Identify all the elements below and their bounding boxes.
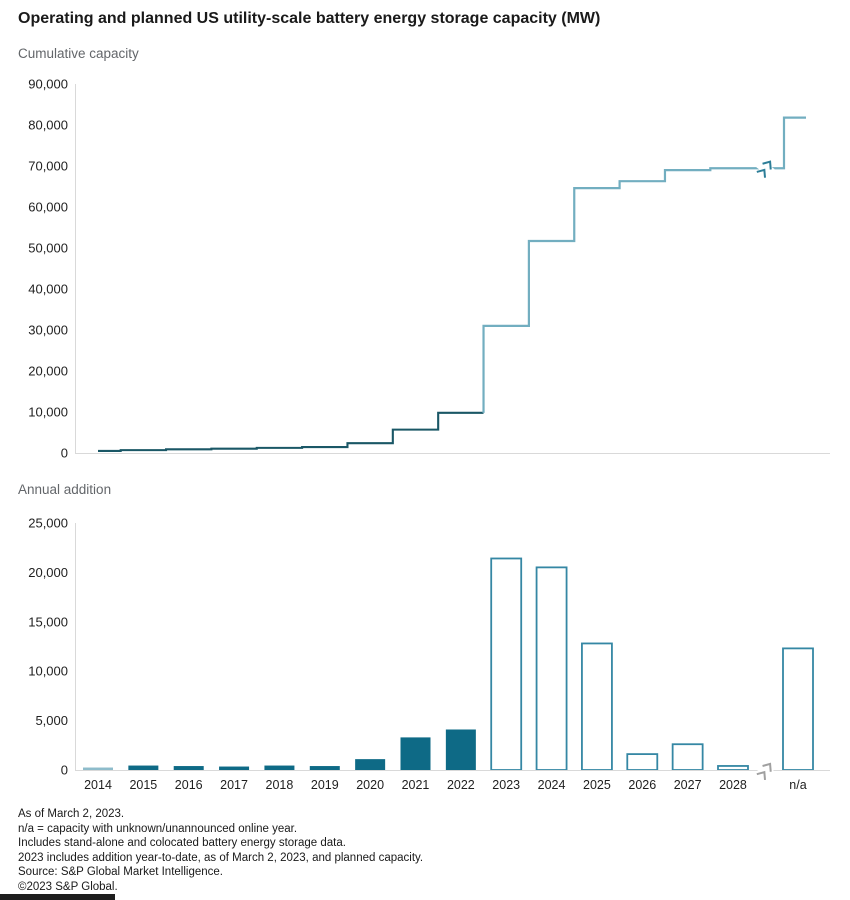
y-tick-label: 60,000 <box>28 200 68 215</box>
x-tick-label: 2028 <box>719 778 747 792</box>
footnotes: As of March 2, 2023. n/a = capacity with… <box>18 807 423 895</box>
x-tick-label: 2016 <box>175 778 203 792</box>
y-tick-label: 0 <box>61 446 68 461</box>
footnote-line: Includes stand-alone and colocated batte… <box>18 837 346 850</box>
cumulative-y-axis-labels: 0 10,000 20,000 30,000 40,000 50,000 60,000 70,… <box>28 77 68 461</box>
y-tick-label: 5,000 <box>35 713 68 728</box>
footnote-line: ©2023 S&P Global. <box>18 880 118 893</box>
footnote-line: n/a = capacity with unknown/unannounced … <box>18 822 298 835</box>
bar-2014 <box>83 767 113 770</box>
bar-2019 <box>309 766 340 770</box>
x-tick-label: 2025 <box>583 778 611 792</box>
bar-2020 <box>355 759 386 770</box>
x-tick-label: 2018 <box>266 778 294 792</box>
y-tick-label: 90,000 <box>28 77 68 92</box>
x-tick-label: 2019 <box>311 778 339 792</box>
y-tick-label: 20,000 <box>28 565 68 580</box>
x-tick-label: 2026 <box>628 778 656 792</box>
cumulative-axis-break-icon <box>756 159 775 178</box>
bar-2015 <box>128 765 159 770</box>
x-tick-label: 2022 <box>447 778 475 792</box>
bar-2018 <box>264 765 295 770</box>
y-tick-label: 20,000 <box>28 364 68 379</box>
x-tick-label: 2020 <box>356 778 384 792</box>
x-tick-label: 2017 <box>220 778 248 792</box>
annual-bars <box>83 557 814 771</box>
bar-2027 <box>671 743 704 771</box>
x-tick-label: 2015 <box>129 778 157 792</box>
bar-2025 <box>581 642 613 771</box>
cumulative-chart-subtitle: Cumulative capacity <box>18 46 139 61</box>
y-tick-label: 25,000 <box>28 516 68 531</box>
bar-2028 <box>717 765 749 771</box>
bar-2017 <box>219 766 250 770</box>
bar-2021 <box>400 737 431 770</box>
y-tick-label: 70,000 <box>28 159 68 174</box>
annual-x-axis-labels: 2014 2015 2016 2017 2018 2019 2020 2021 2022 2023… <box>84 778 807 792</box>
x-tick-label: 2027 <box>674 778 702 792</box>
bar-2023 <box>490 557 523 771</box>
x-tick-label: 2024 <box>538 778 566 792</box>
x-tick-label: 2014 <box>84 778 112 792</box>
x-tick-label: 2023 <box>492 778 520 792</box>
figure-title: Operating and planned US utility-scale b… <box>18 10 601 27</box>
y-tick-label: 15,000 <box>28 614 68 629</box>
y-tick-label: 10,000 <box>28 664 68 679</box>
y-tick-label: 0 <box>61 763 68 778</box>
cumulative-line-operating <box>98 411 484 452</box>
y-tick-label: 80,000 <box>28 118 68 133</box>
x-tick-label: 2021 <box>402 778 430 792</box>
footer-brand-bar <box>0 894 115 900</box>
y-tick-label: 10,000 <box>28 405 68 420</box>
x-tick-label: n/a <box>789 778 806 792</box>
annual-y-axis-labels: 0 5,000 10,000 15,000 20,000 25,000 <box>28 516 68 778</box>
annual-chart-subtitle: Annual addition <box>18 482 112 497</box>
footnote-line: As of March 2, 2023. <box>18 808 125 820</box>
footnote-line: Source: S&P Global Market Intelligence. <box>18 866 223 879</box>
bar-2016 <box>173 766 204 770</box>
annual-axis-break-icon <box>756 762 775 781</box>
cumulative-line-planned <box>482 116 806 413</box>
bar-2024 <box>535 566 568 771</box>
y-tick-label: 30,000 <box>28 323 68 338</box>
y-tick-label: 50,000 <box>28 241 68 256</box>
bar-n/a <box>782 647 814 771</box>
footnote-line: 2023 includes addition year-to-date, as … <box>18 851 424 864</box>
bar-2026 <box>626 753 659 771</box>
bar-2022 <box>445 729 476 770</box>
y-tick-label: 40,000 <box>28 282 68 297</box>
